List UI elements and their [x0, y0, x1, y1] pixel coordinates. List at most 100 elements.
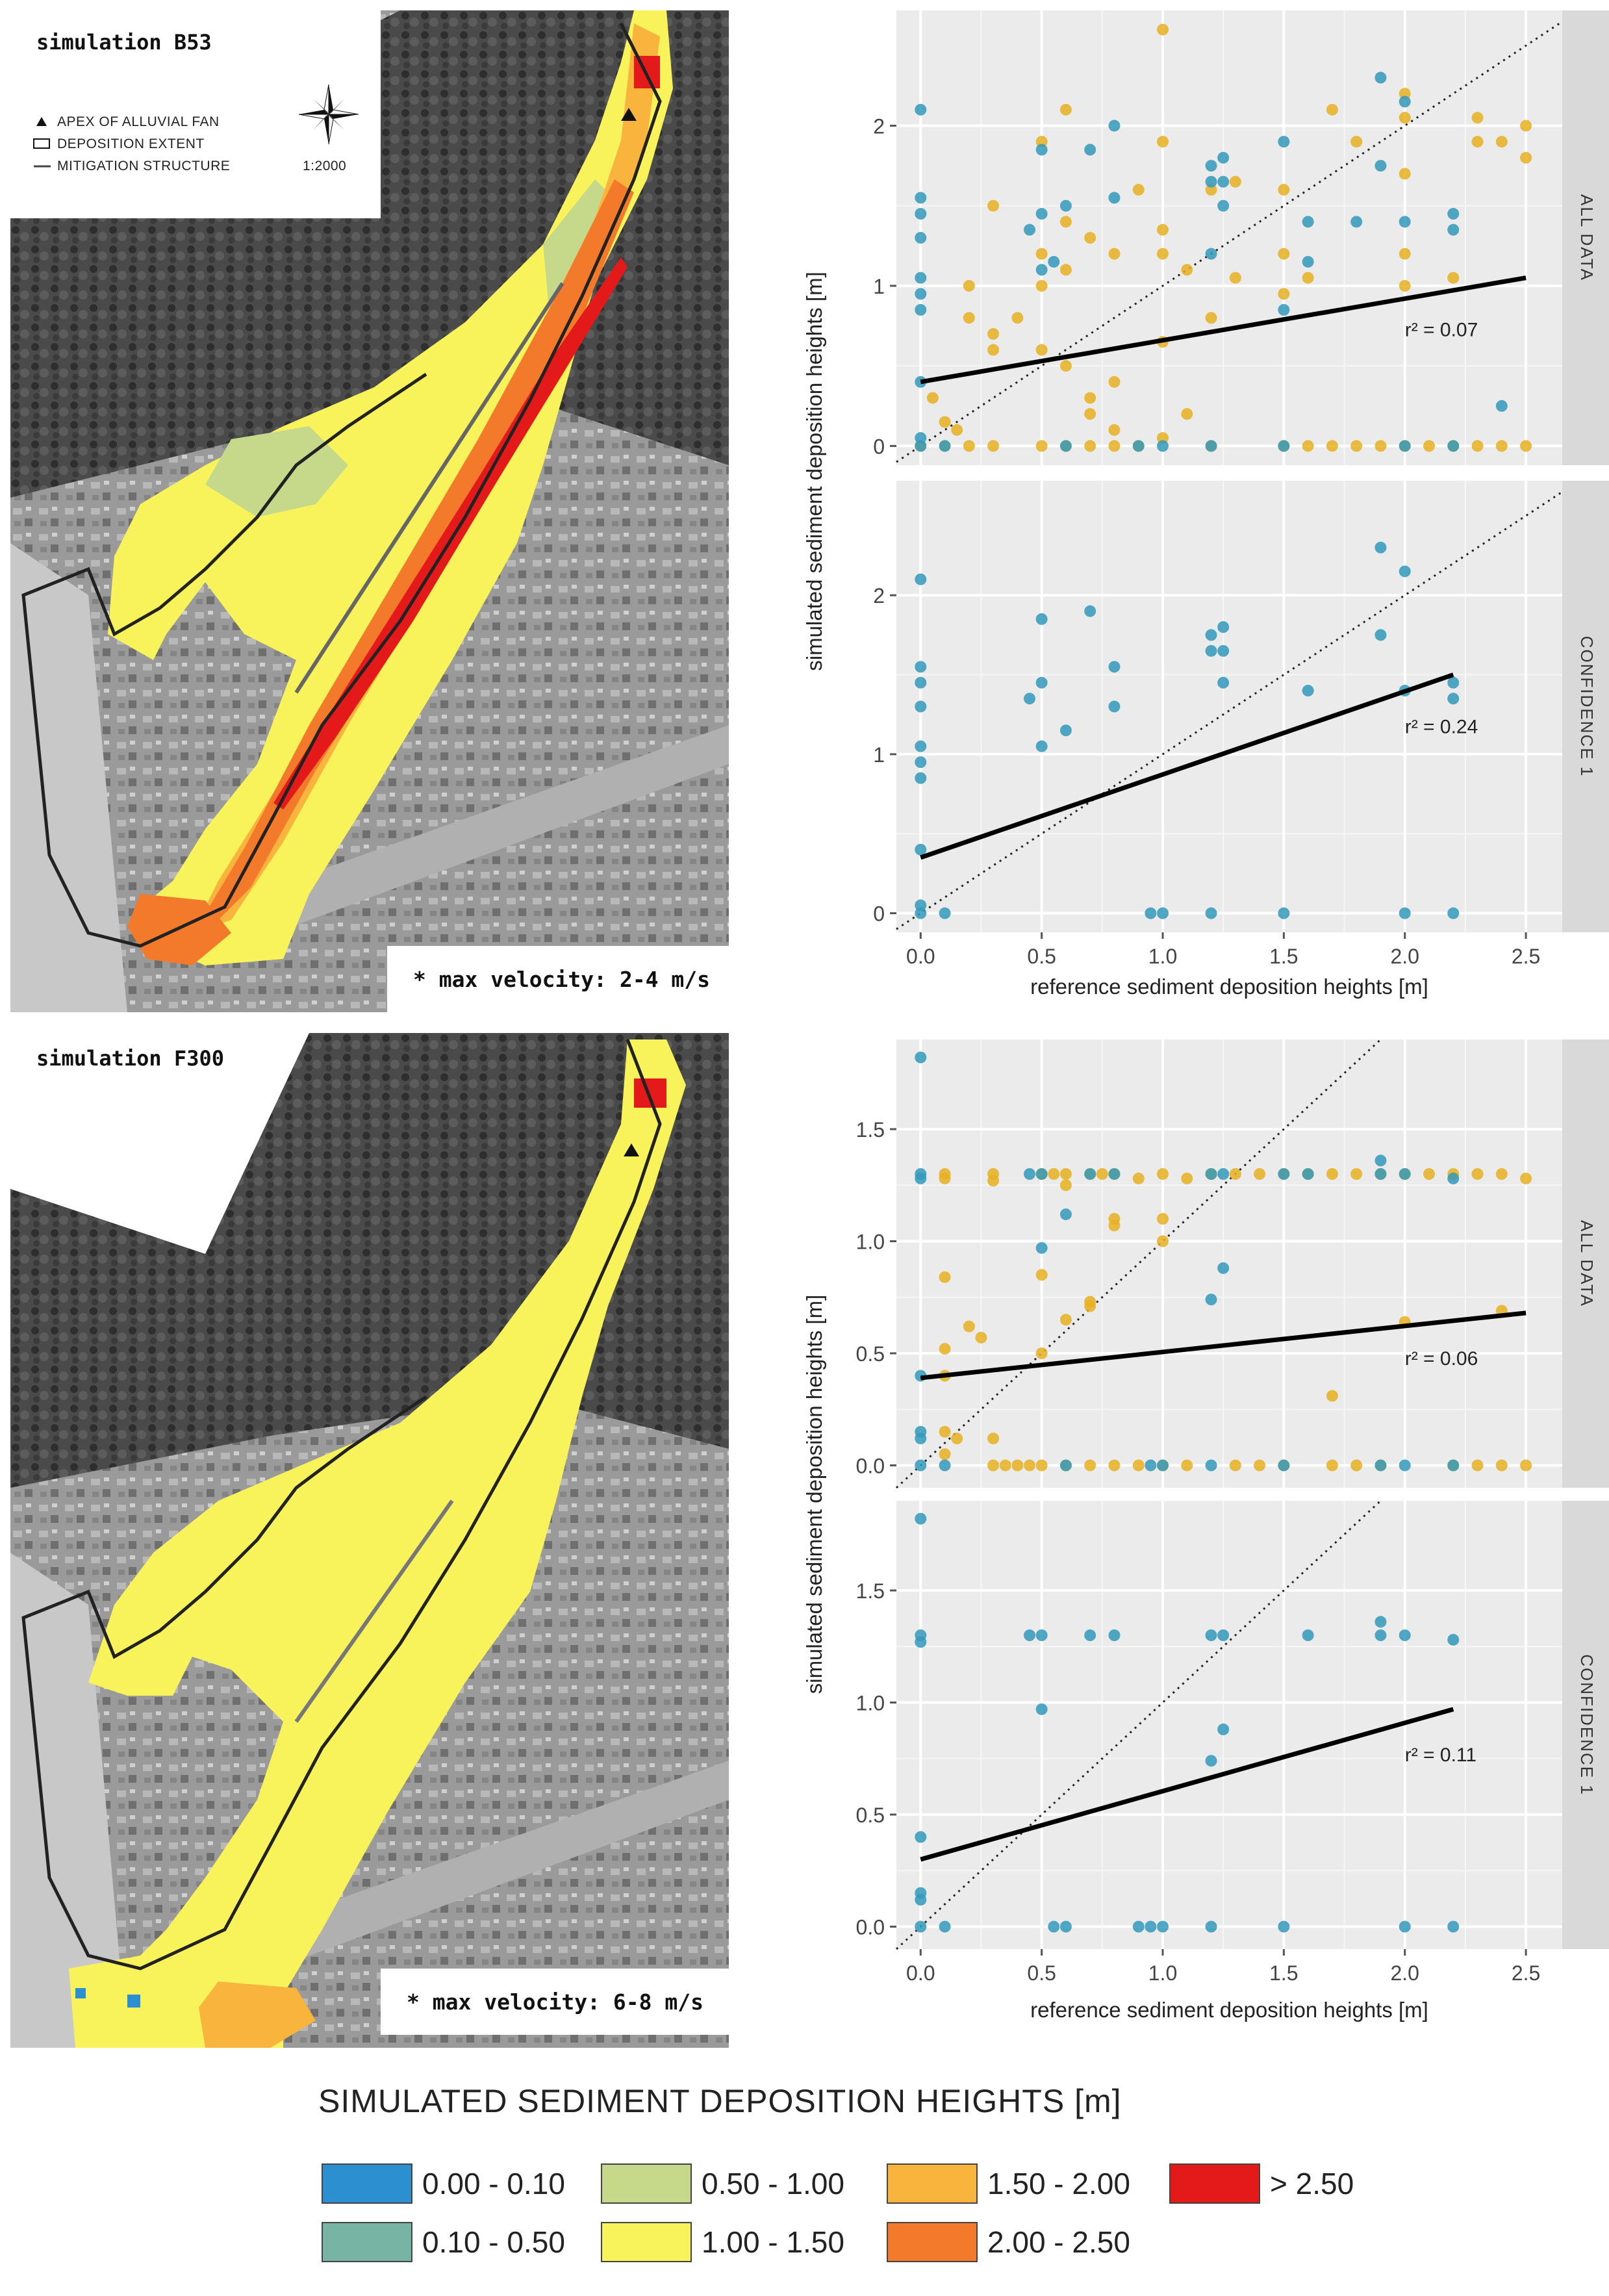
data-point	[939, 1343, 951, 1355]
data-point	[987, 344, 1000, 356]
data-point	[1399, 1459, 1411, 1472]
x-tick-label: 0.5	[1027, 1961, 1056, 1985]
data-point	[1399, 1629, 1411, 1641]
data-point	[963, 1320, 975, 1333]
data-point	[1229, 175, 1241, 188]
y-tick-label: 1	[873, 275, 885, 298]
facet-strip-label: CONFIDENCE 1	[1577, 636, 1597, 778]
data-point	[975, 1331, 987, 1344]
legend-extent-label: DEPOSITION EXTENT	[57, 136, 205, 151]
data-point	[1375, 1629, 1387, 1641]
data-point	[1447, 223, 1460, 236]
data-point	[1495, 440, 1508, 452]
x-tick-label: 1.5	[1269, 945, 1298, 968]
data-point	[1059, 1168, 1072, 1180]
data-point	[1375, 71, 1387, 84]
data-point	[1157, 1213, 1169, 1225]
data-point	[1447, 676, 1460, 689]
data-point	[1350, 440, 1363, 452]
data-point	[1254, 1459, 1266, 1472]
data-point	[1157, 440, 1169, 452]
x-tick-label: 0.5	[1027, 945, 1056, 968]
data-point	[1157, 1168, 1169, 1180]
data-point	[915, 192, 927, 204]
data-point	[1326, 103, 1338, 116]
x-axis-title: reference sediment deposition heights [m…	[1030, 975, 1428, 999]
data-point	[1084, 1629, 1096, 1641]
data-point	[1278, 288, 1290, 300]
data-point	[1217, 1629, 1230, 1641]
legend-label: 1.50 - 2.00	[987, 2167, 1130, 2200]
data-point	[1059, 1179, 1072, 1192]
data-point	[1096, 1168, 1108, 1180]
identity-line	[896, 491, 1563, 930]
data-point	[1059, 103, 1072, 116]
x-tick-label: 1.0	[1148, 1961, 1177, 1985]
data-point	[1217, 1168, 1230, 1180]
data-point	[915, 103, 927, 116]
y-tick-label: 0.0	[856, 1455, 885, 1478]
legend-label: 1.00 - 1.50	[702, 2225, 844, 2259]
data-point	[1059, 440, 1072, 452]
data-point	[1059, 216, 1072, 228]
data-point	[1399, 565, 1411, 578]
data-point	[1520, 1459, 1532, 1472]
data-point	[915, 1636, 927, 1648]
data-point	[1035, 279, 1048, 292]
data-point	[1399, 907, 1411, 919]
apex-marker-b53	[621, 108, 637, 121]
data-point	[1157, 223, 1169, 236]
facet-strip-label: ALL DATA	[1577, 1220, 1597, 1307]
data-point	[1157, 432, 1169, 444]
data-point	[915, 1433, 927, 1445]
color-legend-title: SIMULATED SEDIMENT DEPOSITION HEIGHTS [m…	[318, 2083, 1122, 2119]
regression-line	[920, 672, 1454, 860]
legend-swatch	[322, 2222, 412, 2262]
facet-strip	[1562, 10, 1609, 465]
data-point	[1302, 1168, 1314, 1180]
legend-mitigation-label: MITIGATION STRUCTURE	[57, 159, 231, 173]
data-point	[1278, 184, 1290, 196]
data-point	[1024, 1168, 1035, 1180]
data-point	[1035, 1168, 1048, 1180]
data-point	[939, 440, 951, 452]
data-point	[1350, 1459, 1363, 1472]
data-point	[1108, 1219, 1121, 1232]
data-point	[1350, 136, 1363, 148]
deposition-raster-b53	[108, 10, 673, 965]
data-point	[1326, 440, 1338, 452]
data-point	[1108, 120, 1121, 132]
facet-strip	[1562, 1501, 1609, 1949]
legend-swatch	[322, 2163, 412, 2204]
data-point	[1278, 907, 1290, 919]
data-point	[1108, 424, 1121, 436]
y-tick-label: 0	[873, 902, 885, 926]
facet-strip	[1562, 481, 1609, 932]
data-point	[1011, 312, 1024, 324]
data-point	[1229, 272, 1241, 284]
data-point	[915, 303, 927, 316]
data-point	[1399, 1168, 1411, 1180]
regression-line	[920, 1707, 1454, 1862]
data-point	[1217, 621, 1230, 633]
data-point	[1132, 1172, 1145, 1184]
data-point	[1059, 1208, 1072, 1221]
chart-panel: 0.0 0.5 1.0 1.5 r² = 0.11 CONFIDENCE 1 0.0 0.5 1…	[856, 1499, 1609, 1985]
data-point	[1157, 1459, 1169, 1472]
data-point	[1181, 264, 1193, 276]
data-point	[915, 1512, 927, 1525]
data-point	[1278, 136, 1290, 148]
data-point	[915, 288, 927, 300]
data-point	[1399, 168, 1411, 180]
data-point	[987, 1459, 1000, 1472]
data-point	[1205, 1629, 1217, 1641]
mitigation-structure-b53	[294, 282, 564, 694]
data-point	[1471, 112, 1484, 124]
legend-label: 2.00 - 2.50	[987, 2225, 1130, 2259]
data-point	[1278, 440, 1290, 452]
data-point	[1254, 1168, 1266, 1180]
data-point	[1447, 208, 1460, 220]
data-point	[963, 279, 975, 292]
data-point	[915, 1920, 927, 1933]
data-point	[1108, 1629, 1121, 1641]
